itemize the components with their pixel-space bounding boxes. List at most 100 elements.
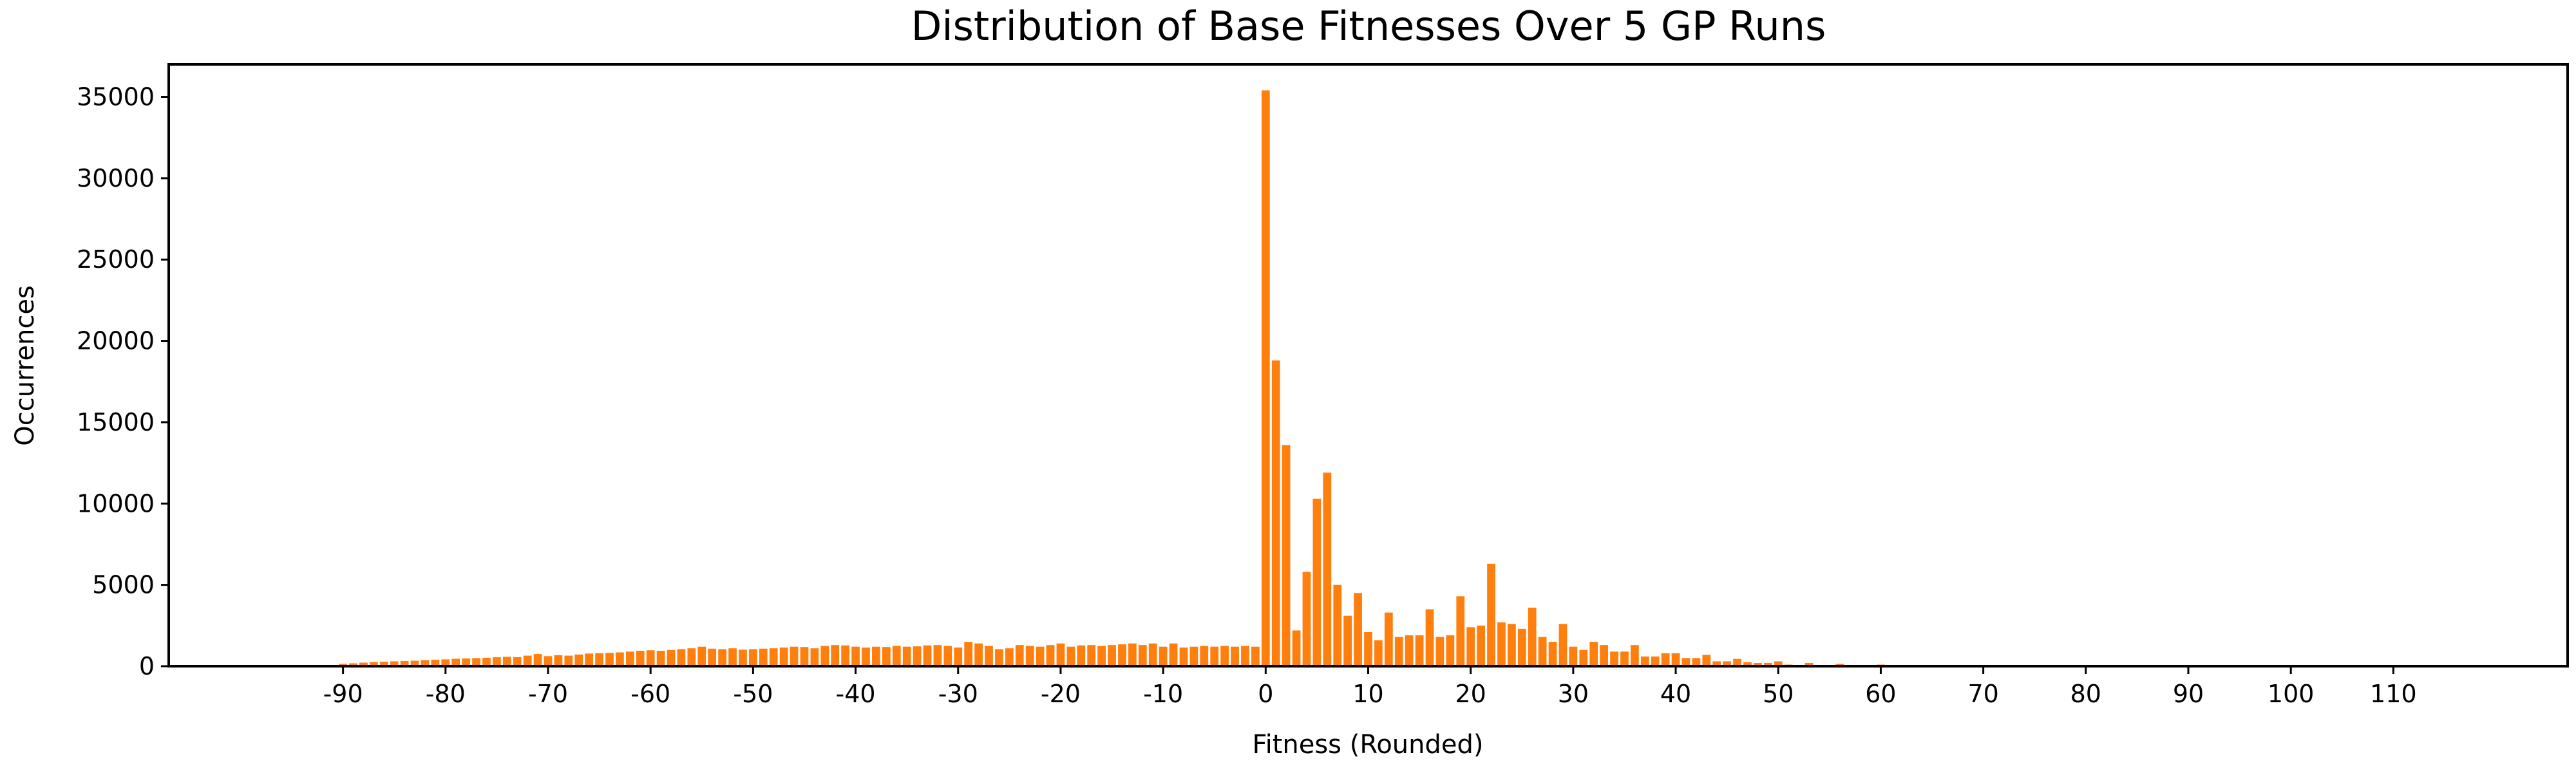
bar [1651,657,1660,666]
bar [667,650,676,666]
x-tick-label: 110 [2370,680,2417,708]
bar [739,649,747,666]
bar [1149,644,1157,666]
bar [687,648,696,666]
bar [1231,647,1239,666]
y-tick-label: 10000 [77,489,155,518]
bar [1569,647,1578,666]
bar [1508,624,1516,666]
y-tick-label: 20000 [77,327,155,355]
y-tick-label: 5000 [92,571,155,599]
bar [1672,653,1680,666]
bar [605,653,614,666]
bar [1220,646,1229,666]
bar [1662,653,1670,666]
bar [677,649,686,666]
bar [1066,647,1075,666]
y-tick-label: 35000 [77,83,155,111]
bar [1036,647,1045,666]
bar [1087,645,1095,666]
x-tick-label: 30 [1558,680,1589,708]
x-tick-label: 50 [1763,680,1794,708]
x-tick-label: -80 [426,680,466,708]
bar [1190,647,1198,666]
bar [626,651,634,666]
bar [585,653,593,666]
bar [1097,646,1106,666]
bar [1579,650,1587,666]
x-tick-label: 40 [1660,680,1691,708]
bar [503,657,511,666]
bar [1282,445,1291,666]
bar [872,647,880,666]
bar [1405,635,1414,666]
bar [831,645,839,666]
bar [1108,645,1116,666]
x-tick-label: 80 [2070,680,2101,708]
bar [1293,630,1301,666]
bar [1262,90,1270,666]
bar [1518,629,1526,666]
bar [1456,596,1464,666]
x-tick-label: -10 [1143,680,1183,708]
bar [1528,608,1537,666]
bar [1170,644,1178,666]
bar [749,649,757,666]
bar [1180,648,1188,666]
bar [1077,646,1085,666]
bar [1241,646,1249,666]
bar [1559,624,1567,666]
bar [1600,645,1608,666]
bar [595,653,603,666]
bar [1702,655,1710,666]
bar [1118,644,1126,666]
x-tick-label: -70 [528,680,568,708]
bar [1416,635,1424,666]
bar [1641,657,1649,666]
bar [1385,613,1393,666]
x-tick-label: 0 [1258,680,1273,708]
bar [862,648,870,666]
bar [616,653,624,666]
bar [718,649,726,666]
x-tick-label: 70 [1967,680,1998,708]
bar [636,651,645,666]
bar [770,648,778,666]
bar [1005,648,1014,666]
x-tick-label: -40 [836,680,876,708]
bar [1343,616,1352,666]
bar [913,646,922,666]
bar [1139,645,1147,666]
bar [1364,632,1372,666]
x-tick-label: -90 [323,680,363,708]
bar [1466,627,1475,666]
bar [780,648,788,666]
bar [647,650,655,666]
x-tick-label: -30 [938,680,978,708]
y-tick-label: 0 [139,652,155,680]
bar [985,646,993,666]
x-tick-label: 20 [1455,680,1486,708]
bar [728,648,737,666]
bar [903,647,911,666]
bar [564,656,573,666]
bar [1436,637,1444,666]
bar [1200,646,1208,666]
bar [657,651,665,666]
bar [1016,645,1024,666]
bar [943,646,952,666]
bar [1128,644,1137,666]
bar [534,654,542,666]
bar [708,649,716,666]
x-tick-label: 10 [1352,680,1383,708]
bar [1446,635,1454,666]
bar [1159,647,1168,666]
bar [790,647,799,666]
bar [1549,642,1557,666]
x-tick-label: 90 [2173,680,2204,708]
y-tick-label: 30000 [77,164,155,192]
y-axis-title: Occurrences [10,285,40,446]
